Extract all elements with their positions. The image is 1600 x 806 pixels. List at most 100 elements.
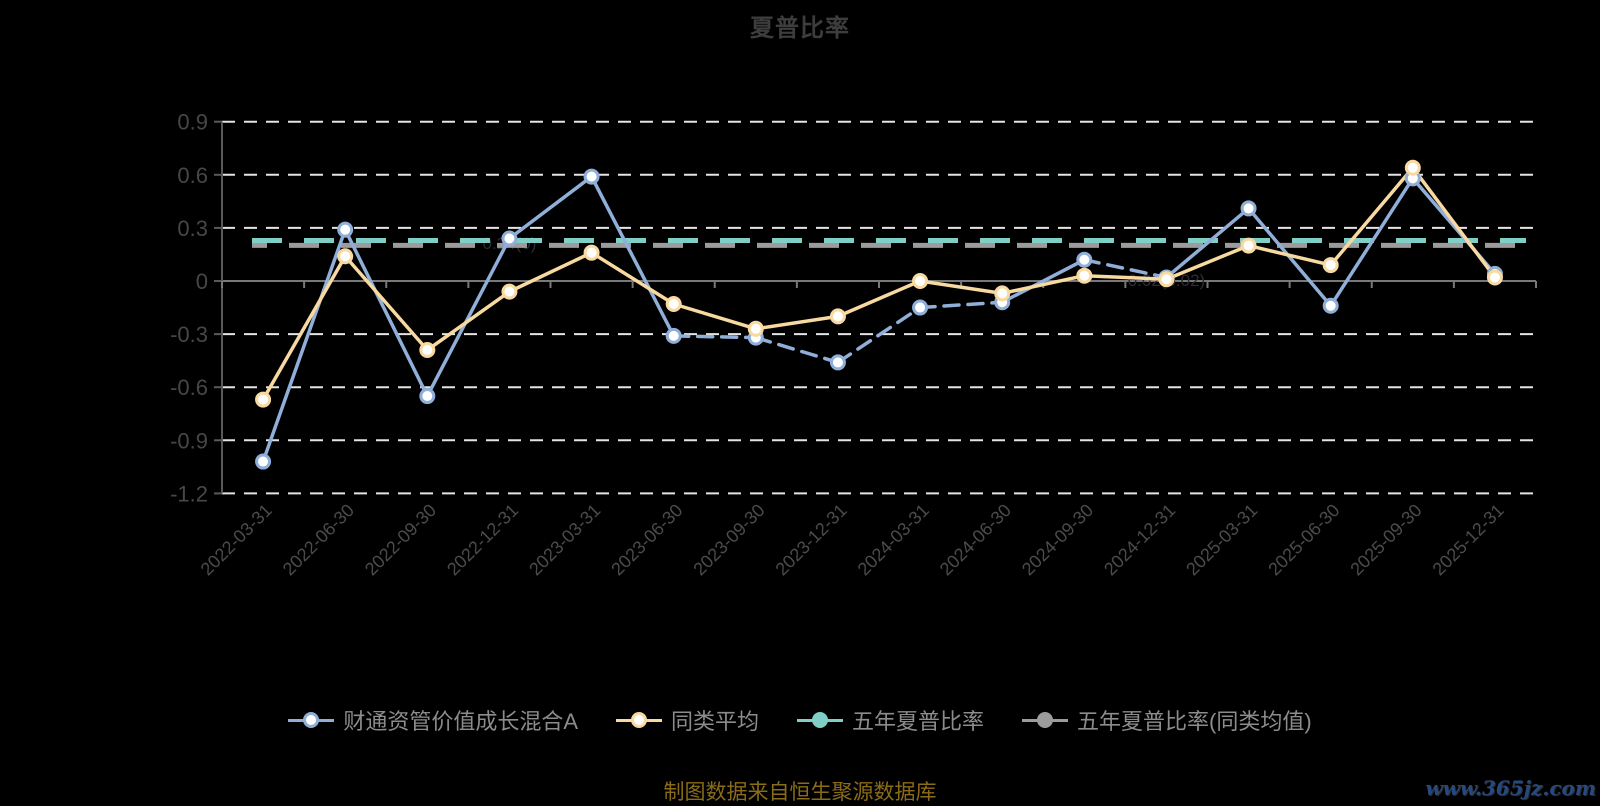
series-segment-1 xyxy=(1000,273,1087,296)
site-watermark: www.365jz.com xyxy=(1425,776,1596,800)
data-point-marker-0 xyxy=(1322,297,1339,314)
data-point-marker-1 xyxy=(1322,257,1339,274)
series-segment-0 xyxy=(918,300,1004,310)
series-segment-0 xyxy=(754,335,840,365)
y-axis-label: -0.6 xyxy=(170,375,208,400)
series-segment-1 xyxy=(1328,165,1415,267)
data-point-marker-1 xyxy=(337,248,354,265)
series-segment-1 xyxy=(425,289,512,352)
series-segment-1 xyxy=(671,302,758,331)
x-axis-label: 2025-03-31 xyxy=(1182,500,1261,579)
data-point-marker-1 xyxy=(1486,269,1503,286)
series-segment-1 xyxy=(1246,243,1333,267)
x-axis-label: 2022-09-30 xyxy=(361,500,440,579)
data-point-marker-0 xyxy=(1076,251,1093,268)
data-point-marker-1 xyxy=(419,342,436,359)
x-axis-label: 2024-03-31 xyxy=(854,500,933,579)
y-axis-label: 0 xyxy=(196,269,208,294)
series-segment-1 xyxy=(754,314,840,331)
data-source-note: 制图数据来自恒生聚源数据库 xyxy=(663,781,937,804)
series-segment-0 xyxy=(1164,206,1251,280)
y-axis-label: 0.9 xyxy=(177,110,208,135)
x-axis-label: 2024-09-30 xyxy=(1018,500,1097,579)
series-segment-0 xyxy=(425,236,512,398)
data-point-marker-1 xyxy=(1240,237,1257,254)
series-segment-0 xyxy=(1328,176,1415,308)
data-point-marker-1 xyxy=(829,308,846,325)
data-point-marker-1 xyxy=(747,320,764,337)
data-point-marker-0 xyxy=(665,327,682,344)
data-point-marker-1 xyxy=(912,273,929,289)
x-axis-label: 2022-03-31 xyxy=(197,500,276,579)
series-segment-1 xyxy=(343,254,430,352)
data-point-marker-1 xyxy=(994,285,1011,302)
legend-item-1[interactable]: 同类平均 xyxy=(616,704,759,736)
legend-marker-icon xyxy=(616,711,662,729)
x-axis-label: 2025-06-30 xyxy=(1264,500,1343,579)
series-segment-1 xyxy=(507,250,594,294)
series-segment-1 xyxy=(261,254,347,402)
legend-label: 财通资管价值成长混合A xyxy=(343,709,578,734)
data-point-marker-0 xyxy=(419,388,436,405)
y-axis-label: 0.3 xyxy=(177,216,208,241)
data-point-marker-0 xyxy=(912,299,929,316)
x-axis-label: 2025-12-31 xyxy=(1429,500,1508,579)
y-axis-label: -0.3 xyxy=(170,322,208,347)
data-point-marker-1 xyxy=(1158,271,1175,288)
data-point-marker-1 xyxy=(665,296,682,313)
series-segment-0 xyxy=(1000,258,1087,304)
y-axis-label: -1.2 xyxy=(170,481,208,506)
data-point-marker-1 xyxy=(501,283,518,300)
legend-label: 五年夏普比率 xyxy=(852,709,985,734)
legend-marker-icon xyxy=(1022,711,1069,729)
x-axis-label: 2024-06-30 xyxy=(936,500,1015,579)
series-segment-1 xyxy=(589,250,676,306)
series-segment-0 xyxy=(507,174,594,241)
series-segment-0 xyxy=(589,174,676,338)
series-segment-0 xyxy=(671,334,758,340)
legend-dot xyxy=(812,712,829,728)
data-point-marker-1 xyxy=(255,391,272,408)
x-axis-label: 2022-12-31 xyxy=(443,500,522,579)
series-segment-0 xyxy=(261,227,347,464)
series-segment-0 xyxy=(343,227,430,398)
legend-dot xyxy=(1037,712,1054,728)
legend-item-3[interactable]: 五年夏普比率(同类均值) xyxy=(1022,704,1312,736)
x-axis-label: 2023-06-30 xyxy=(607,500,686,579)
y-axis-label: 0.6 xyxy=(177,163,208,188)
legend-dot xyxy=(303,712,320,728)
series-segment-1 xyxy=(836,279,922,319)
series-segment-0 xyxy=(836,305,922,365)
legend-label: 五年夏普比率(同类均值) xyxy=(1077,709,1312,734)
data-point-marker-0 xyxy=(829,354,846,371)
data-point-marker-0 xyxy=(255,453,272,470)
data-point-marker-1 xyxy=(1404,159,1421,176)
data-point-marker-0 xyxy=(583,168,600,185)
legend-marker-icon xyxy=(797,711,844,729)
data-point-marker-0 xyxy=(337,221,354,238)
chart-legend: 财通资管价值成长混合A 同类平均 五年夏普比率 五年夏普比率(同类均值) xyxy=(0,704,1600,736)
series-segment-1 xyxy=(1411,165,1497,280)
data-point-marker-1 xyxy=(583,244,600,261)
legend-dot xyxy=(631,712,647,728)
legend-marker-icon xyxy=(288,711,335,729)
chart-title: 夏普比率 xyxy=(750,15,850,42)
legend-label: 同类平均 xyxy=(671,709,760,734)
x-axis-label: 2023-09-30 xyxy=(689,500,768,579)
data-point-marker-0 xyxy=(501,230,518,247)
x-axis-label: 2023-12-31 xyxy=(772,500,851,579)
x-axis-label: 2022-06-30 xyxy=(279,500,358,579)
data-point-marker-0 xyxy=(1240,200,1257,217)
data-point-marker-1 xyxy=(1076,267,1093,284)
series-segment-0 xyxy=(1082,258,1169,280)
x-axis-label: 2023-03-31 xyxy=(525,500,604,579)
legend-item-0[interactable]: 财通资管价值成长混合A xyxy=(288,704,578,736)
x-axis-label: 2025-09-30 xyxy=(1346,500,1425,579)
series-segment-1 xyxy=(1164,243,1251,281)
y-axis-label: -0.9 xyxy=(170,428,208,453)
series-segment-1 xyxy=(1082,273,1169,281)
x-axis-label: 2024-12-31 xyxy=(1100,500,1179,579)
legend-item-2[interactable]: 五年夏普比率 xyxy=(797,704,984,736)
